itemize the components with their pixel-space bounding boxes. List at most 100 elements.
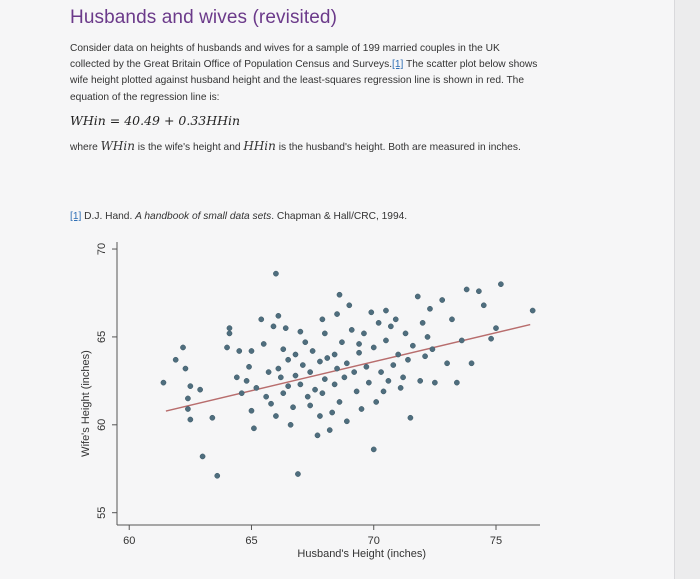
data-point [297,381,304,388]
y-axis-title: Wife's Height (inches) [80,350,92,457]
y-tick-label: 70 [96,243,108,255]
data-point [334,365,340,372]
data-point [387,323,394,330]
data-point [275,312,282,319]
data-point [493,325,499,331]
footnote-ref-link[interactable]: [1] [70,211,82,222]
data-point [187,383,194,389]
data-point [348,327,355,333]
intro-paragraph: Consider data on heights of husbands and… [70,41,542,106]
data-point [324,355,331,361]
data-point [331,381,338,388]
data-point [339,339,345,346]
data-point [429,346,436,353]
data-point [270,323,277,330]
wife-height-var: WHin [100,139,135,153]
data-point [417,378,424,384]
data-point [253,385,260,391]
data-point [226,330,233,337]
data-point [180,344,186,351]
data-point [397,385,404,391]
data-point [172,356,179,363]
husband-height-var: HHin [243,139,276,153]
data-point [197,386,203,393]
data-point [182,365,189,372]
data-point [299,362,306,368]
data-point [529,307,536,314]
data-point [414,293,421,300]
data-point [427,305,433,312]
data-point [287,421,294,428]
data-point [285,356,292,363]
x-tick-label: 60 [123,535,135,547]
data-point [292,351,299,358]
regression-equation: WHin = 40.49 + 0.33HHin [70,113,241,128]
data-point [302,339,309,346]
where-suffix: is the husband's height. Both are measur… [275,142,521,153]
data-point [258,316,265,323]
data-point [273,413,279,419]
y-tick-label: 55 [96,507,108,519]
data-point [373,399,380,405]
y-tick-label: 60 [96,419,108,431]
data-point [185,406,191,412]
data-point [251,425,257,432]
footnote-author: D.J. Hand. [81,211,136,222]
data-point [468,360,475,367]
data-point [285,383,292,389]
y-tick-label: 65 [96,331,108,343]
data-point [319,316,326,323]
data-point [343,360,350,367]
data-point [297,328,304,335]
data-point [380,388,387,395]
data-point [314,432,321,439]
data-point [400,374,406,381]
data-point [432,379,438,386]
data-point [343,418,350,425]
data-point [273,270,279,277]
data-point [407,414,414,421]
data-point [317,413,323,419]
data-point [275,365,282,372]
data-point [405,356,411,363]
data-point [263,393,270,400]
where-prefix: where [70,142,101,153]
data-point [243,378,250,384]
intro-text: Consider data on heights of husbands and… [70,43,500,71]
data-point [402,330,409,337]
data-point [309,348,316,354]
data-point [392,316,399,323]
footnote-publisher: . Chapman & Hall/CRC, 1994. [271,211,408,222]
data-point [248,348,255,354]
data-point [361,330,367,337]
data-point [224,344,230,351]
data-point [160,379,167,386]
data-point [463,286,470,293]
data-point [321,330,328,337]
data-point [209,414,216,421]
data-point [488,335,494,342]
data-point [375,320,382,326]
data-point [282,325,289,331]
x-axis-title: Husband's Height (inches) [297,548,426,560]
data-point [356,349,362,356]
data-point [321,376,328,382]
data-point [307,402,314,409]
x-tick-label: 75 [490,535,502,547]
data-point [334,311,340,317]
data-point [317,358,323,365]
footnote-book-title: A handbook of small data sets [135,211,272,222]
data-point [480,302,487,309]
data-point [292,372,299,379]
data-point [410,342,416,349]
data-point [458,337,465,344]
data-point [307,369,314,375]
x-tick-label: 65 [245,535,257,547]
data-point [365,379,372,386]
data-point [304,393,311,400]
reference-link[interactable]: [1] [392,59,404,71]
where-middle: is the wife's height and [134,142,244,153]
variable-definition: where WHin is the wife's height and HHin… [70,139,521,153]
data-point [329,409,336,416]
